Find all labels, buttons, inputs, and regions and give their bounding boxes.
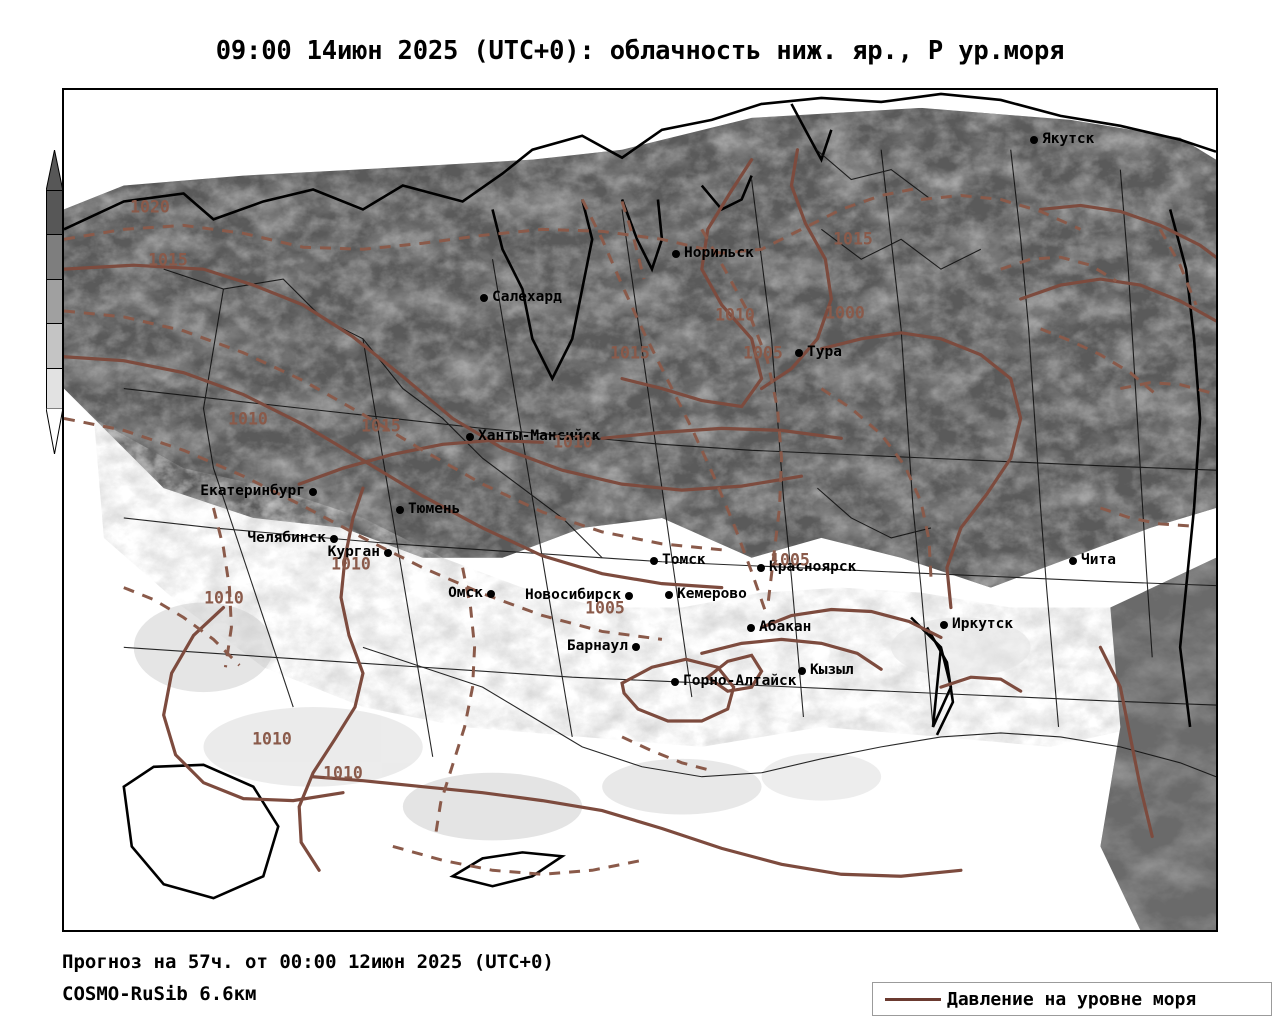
isobar-value-label: 1015 xyxy=(833,229,873,249)
city-label: Красноярск xyxy=(769,559,857,575)
city-dot-icon xyxy=(940,621,948,629)
map-canvas[interactable]: Якутск Норильск Салехард Тура Ханты-Мансийск… xyxy=(62,88,1218,932)
isobar-value-label: 1010 xyxy=(323,763,363,783)
map-graphics xyxy=(64,90,1216,930)
colorbar-segment-50 xyxy=(47,279,62,325)
city-dot-icon xyxy=(1030,136,1038,144)
isobar-value-label: 1010 xyxy=(331,554,371,574)
city-label: Челябинск xyxy=(247,530,326,546)
coastline-layer xyxy=(64,92,1216,900)
city-dot-icon xyxy=(487,590,495,598)
city-label: Курган xyxy=(327,544,380,560)
isobar-value-label: 1000 xyxy=(825,303,865,323)
admin-border-layer xyxy=(123,149,1216,778)
colorbar-segment-90 xyxy=(47,191,62,236)
pressure-legend-line xyxy=(885,997,941,1001)
city-label: Ханты-Мансийск xyxy=(478,428,601,444)
isobar-value-label: 1005 xyxy=(585,598,625,618)
city-label: Барнаул xyxy=(566,638,628,654)
city-label: Иркутск xyxy=(952,616,1014,632)
colorbar-top-arrow xyxy=(46,150,63,191)
city-dot-icon xyxy=(466,433,474,441)
city-dot-icon xyxy=(672,250,680,258)
isobar-solid-layer xyxy=(64,148,1216,878)
isobar-value-label: 1015 xyxy=(610,343,650,363)
page-title: 09:00 14июн 2025 (UTC+0): облачность ниж… xyxy=(215,36,1065,66)
city-label: Томск xyxy=(662,552,706,568)
isobar-value-label: 1010 xyxy=(553,432,593,452)
isobar-value-label: 1010 xyxy=(228,409,268,429)
colorbar-segment-30 xyxy=(47,324,62,369)
city-label: Салехард xyxy=(492,289,562,305)
city-label: Омск xyxy=(448,585,483,601)
isobar-value-label: 1015 xyxy=(361,416,401,436)
colorbar-bottom-arrow xyxy=(46,408,63,454)
city-dot-icon xyxy=(396,506,404,514)
city-dot-icon xyxy=(798,667,806,675)
city-label: Кызыл xyxy=(810,662,854,678)
isobar-value-label: 1010 xyxy=(204,588,244,608)
city-dot-icon xyxy=(384,549,392,557)
city-dot-icon xyxy=(309,488,317,496)
city-dot-icon xyxy=(1069,557,1077,565)
city-dot-icon xyxy=(757,564,765,572)
isobar-value-label: 1010 xyxy=(252,729,292,749)
isobar-value-label: 1005 xyxy=(770,550,810,570)
pressure-legend: Давление на уровне моря xyxy=(872,982,1272,1016)
city-label: Якутск xyxy=(1042,131,1095,147)
forecast-info-line: Прогноз на 57ч. от 00:00 12июн 2025 (UTC… xyxy=(62,951,554,973)
isobar-value-label: 1005 xyxy=(743,343,783,363)
city-label: Новосибирск xyxy=(524,587,621,603)
city-dot-icon xyxy=(650,557,658,565)
model-info-line: COSMO-RuSib 6.6км xyxy=(62,983,257,1005)
isobar-dashed-layer xyxy=(64,186,1211,876)
city-dot-icon xyxy=(480,294,488,302)
colorbar-segment-70 xyxy=(47,235,62,280)
city-label: Горно-Алтайск xyxy=(683,673,797,689)
isobar-value-label: 1010 xyxy=(715,305,755,325)
city-label: Кемерово xyxy=(677,586,747,602)
city-label: Норильск xyxy=(684,245,754,261)
city-label: Чита xyxy=(1081,552,1116,568)
city-dot-icon xyxy=(665,591,673,599)
city-dot-icon xyxy=(795,349,803,357)
city-dot-icon xyxy=(625,592,633,600)
city-dot-icon xyxy=(671,678,679,686)
city-dot-icon xyxy=(632,643,640,651)
city-label: Тура xyxy=(807,344,842,360)
pressure-legend-label: Давление на уровне моря xyxy=(947,988,1197,1010)
city-label: Тюмень xyxy=(408,501,461,517)
city-label: Екатеринбург xyxy=(200,483,305,499)
isobar-value-label: 1015 xyxy=(148,250,188,270)
city-dot-icon xyxy=(747,624,755,632)
colorbar-segment-10 xyxy=(47,368,62,412)
isobar-value-label: 1020 xyxy=(130,197,170,217)
city-label: Абакан xyxy=(759,619,812,635)
city-dot-icon xyxy=(330,535,338,543)
